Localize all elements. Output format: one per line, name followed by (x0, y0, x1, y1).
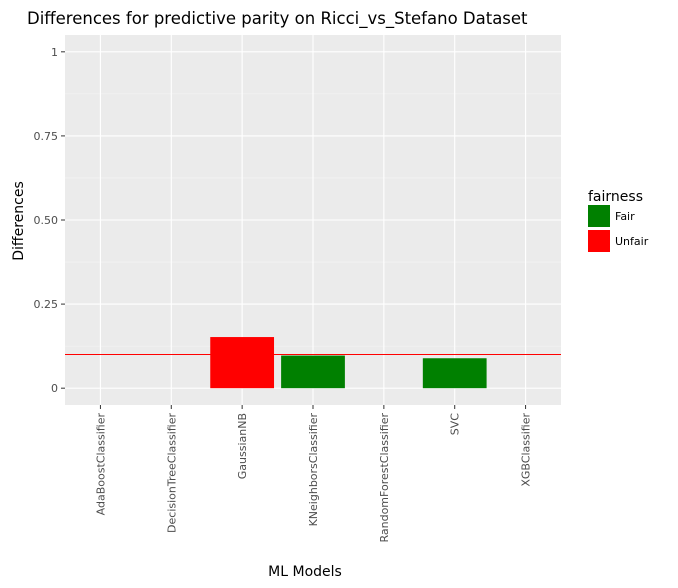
bar-GaussianNB (210, 337, 275, 389)
chart-title: Differences for predictive parity on Ric… (27, 9, 528, 29)
x-tick-label: AdaBoostClassifier (94, 413, 107, 516)
y-axis: 0 0.25 0.50 0.75 1 (34, 46, 65, 395)
y-tick-label: 0 (51, 382, 58, 395)
bar-SVC (422, 358, 487, 389)
x-axis: AdaBoostClassifier DecisionTreeClassifier… (94, 405, 533, 543)
x-tick-label: GaussianNB (236, 413, 249, 479)
bar-KNeighborsClassifier (281, 355, 345, 389)
legend-label-fair: Fair (615, 210, 635, 223)
legend-key-unfair (588, 230, 610, 252)
y-tick-label: 0.50 (34, 214, 59, 227)
x-tick-label: DecisionTreeClassifier (165, 413, 178, 533)
x-axis-title: ML Models (268, 564, 342, 580)
y-tick-label: 0.75 (34, 130, 59, 143)
legend-label-unfair: Unfair (615, 235, 649, 248)
x-tick-label: SVC (449, 413, 462, 436)
grid-lines (65, 35, 561, 405)
x-tick-label: KNeighborsClassifier (307, 413, 320, 527)
y-axis-title: Differences (11, 181, 27, 260)
x-tick-label: RandomForestClassifier (378, 413, 391, 543)
bars (210, 337, 487, 389)
legend-key-fair (588, 205, 610, 227)
legend: fairness Fair Unfair (588, 189, 649, 252)
x-tick-label: XGBClassifier (520, 413, 533, 487)
legend-title: fairness (588, 189, 643, 205)
y-tick-label: 1 (51, 46, 58, 59)
y-tick-label: 0.25 (34, 298, 59, 311)
